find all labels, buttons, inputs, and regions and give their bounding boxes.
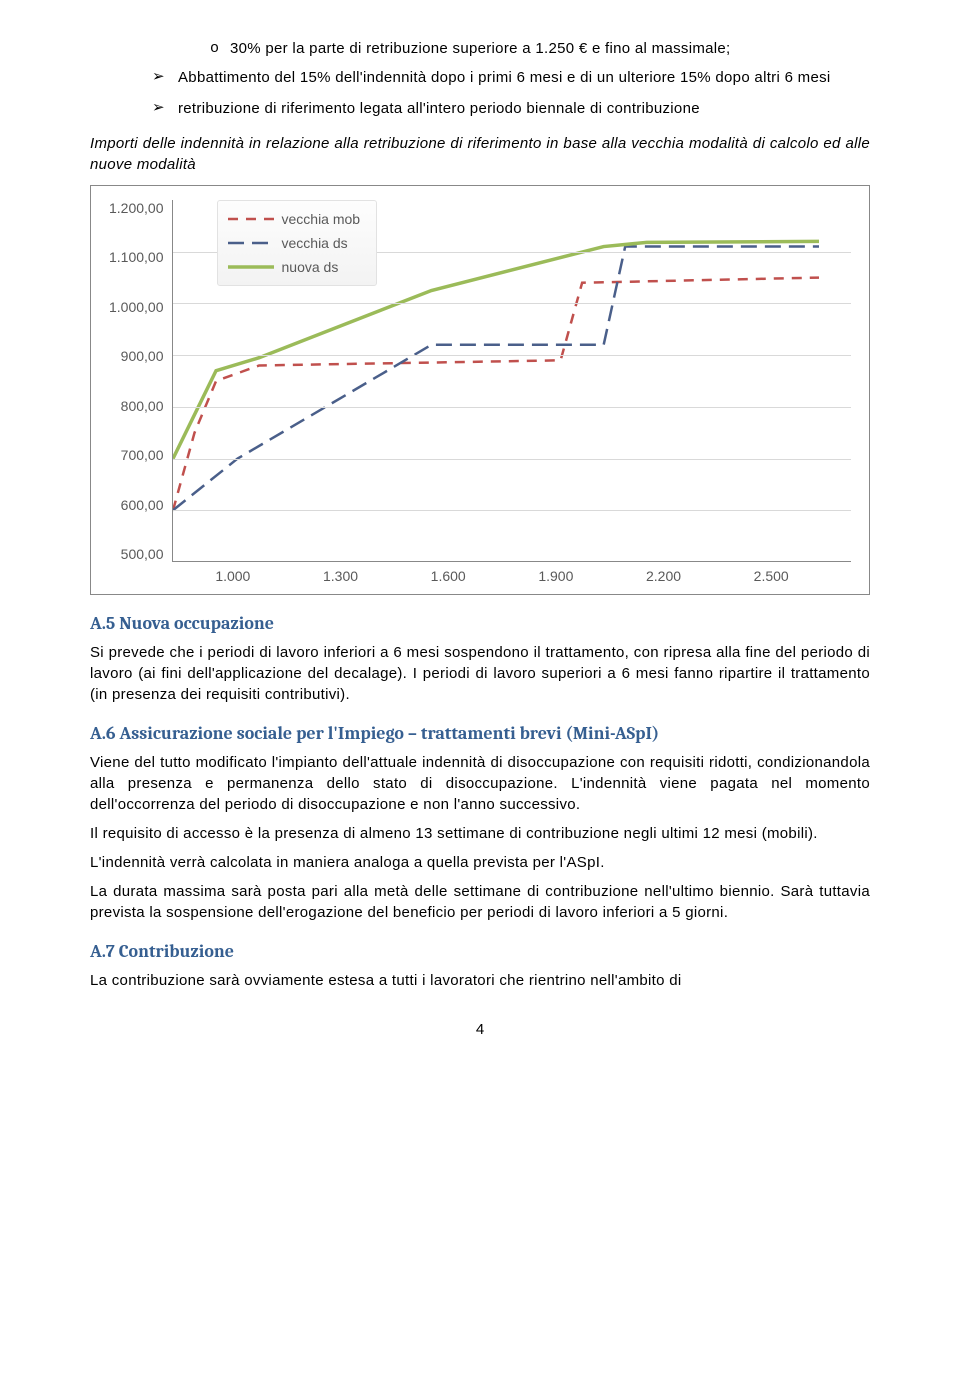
section-a6-title: A.6 Assicurazione sociale per l'Impiego … — [90, 723, 870, 744]
section-a6-p4: La durata massima sarà posta pari alla m… — [90, 881, 870, 923]
section-a5-title: A.5 Nuova occupazione — [90, 613, 870, 634]
chart-caption: Importi delle indennità in relazione all… — [90, 133, 870, 175]
y-axis-labels: 1.200,001.100,001.000,00900,00800,00700,… — [109, 200, 172, 562]
bullet-item-arrow1: ➢ Abbattimento del 15% dell'indennità do… — [90, 67, 870, 88]
arrow-icon: ➢ — [152, 67, 178, 88]
chart-legend: vecchia mobvecchia dsnuova ds — [217, 200, 378, 286]
plot-area: vecchia mobvecchia dsnuova ds — [172, 200, 852, 562]
x-axis-labels: 1.0001.3001.6001.9002.2002.500 — [179, 568, 825, 584]
arrow-icon: ➢ — [152, 98, 178, 119]
bullet-item-o1: o 30% per la parte di retribuzione super… — [90, 40, 870, 57]
section-a6-p2: Il requisito di accesso è la presenza di… — [90, 823, 870, 844]
bullet-text: 30% per la parte di retribuzione superio… — [230, 40, 870, 57]
bullet-item-arrow2: ➢ retribuzione di riferimento legata all… — [90, 98, 870, 119]
page-number: 4 — [90, 1021, 870, 1038]
bullet-marker-o: o — [210, 40, 230, 57]
bullet-text: Abbattimento del 15% dell'indennità dopo… — [178, 67, 870, 88]
section-a7-p1: La contribuzione sarà ovviamente estesa … — [90, 970, 870, 991]
section-a6-p1: Viene del tutto modificato l'impianto de… — [90, 752, 870, 815]
section-a6-p3: L'indennità verrà calcolata in maniera a… — [90, 852, 870, 873]
chart-container: 1.200,001.100,001.000,00900,00800,00700,… — [90, 185, 870, 595]
section-a7-title: A.7 Contribuzione — [90, 941, 870, 962]
bullet-text: retribuzione di riferimento legata all'i… — [178, 98, 870, 119]
section-a5-body: Si prevede che i periodi di lavoro infer… — [90, 642, 870, 705]
